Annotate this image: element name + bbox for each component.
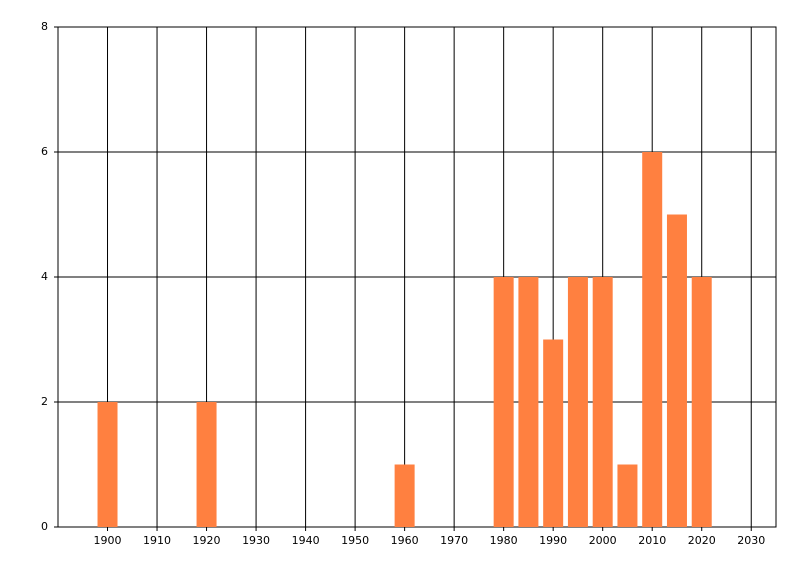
x-tick-label: 1960 bbox=[391, 534, 419, 547]
x-tick-label: 1910 bbox=[143, 534, 171, 547]
x-tick-label: 1950 bbox=[341, 534, 369, 547]
y-tick-label: 4 bbox=[41, 270, 48, 283]
y-tick-label: 0 bbox=[41, 520, 48, 533]
x-tick-label: 1920 bbox=[193, 534, 221, 547]
bar bbox=[196, 402, 217, 527]
x-tick-label: 1940 bbox=[292, 534, 320, 547]
x-tick-label: 1900 bbox=[94, 534, 122, 547]
x-tick-label: 1930 bbox=[242, 534, 270, 547]
bar bbox=[493, 277, 514, 527]
y-tick-label: 6 bbox=[41, 145, 48, 158]
x-tick-label: 1970 bbox=[440, 534, 468, 547]
bar bbox=[543, 339, 564, 527]
y-tick-label: 2 bbox=[41, 395, 48, 408]
bar bbox=[567, 277, 588, 527]
bar bbox=[394, 464, 415, 527]
x-tick-label: 1980 bbox=[490, 534, 518, 547]
plot-border bbox=[57, 26, 777, 528]
bar bbox=[592, 277, 613, 527]
bar bbox=[666, 214, 687, 527]
x-tick-label: 2000 bbox=[589, 534, 617, 547]
y-tick-label: 8 bbox=[41, 20, 48, 33]
bar bbox=[691, 277, 712, 527]
bar bbox=[518, 277, 539, 527]
x-tick-label: 2010 bbox=[638, 534, 666, 547]
bar bbox=[97, 402, 118, 527]
x-tick-label: 2020 bbox=[688, 534, 716, 547]
x-tick-label: 2030 bbox=[737, 534, 765, 547]
x-tick-label: 1990 bbox=[539, 534, 567, 547]
bar bbox=[617, 464, 638, 527]
bar bbox=[642, 152, 663, 527]
